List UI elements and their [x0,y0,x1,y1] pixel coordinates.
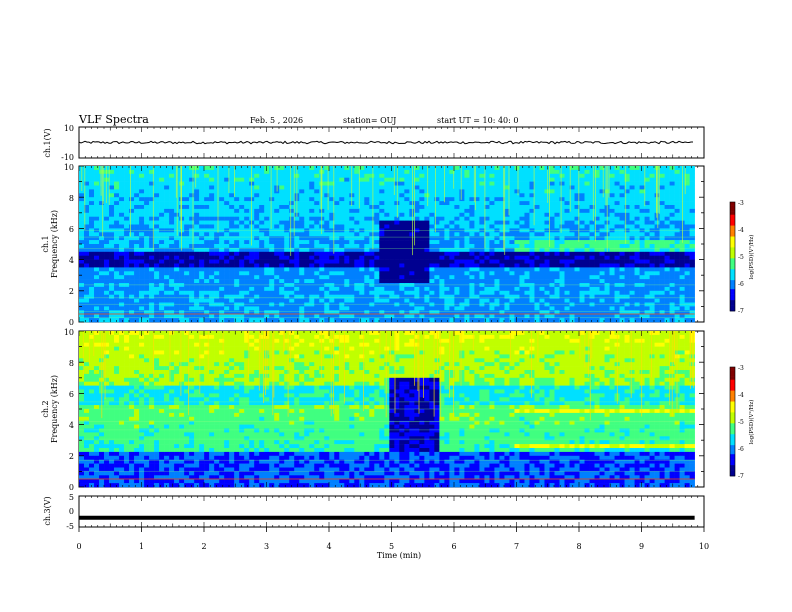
ch2-freq-tick-10: 10 [64,328,74,337]
ch2-freq-tick-0: 0 [69,483,74,492]
ch2-spectrogram-ylabel: Frequency (kHz) [50,375,59,443]
colorbar-ch2-tick-m3: -3 [738,365,744,372]
colorbar-ch1-tick-m4: -4 [738,227,744,234]
time-tick-5: 5 [389,542,394,551]
ch1-freq-tick-8: 8 [69,194,74,203]
ch1-spectrogram-channel-label: ch.1 [41,235,50,252]
ch2-spectrogram-channel-label: ch.2 [41,400,50,417]
time-tick-2: 2 [201,542,206,551]
ch3-ytick-bottom: -5 [66,522,74,531]
ch1-ylabel: ch.1(V) [43,128,52,157]
time-tick-6: 6 [451,542,456,551]
colorbar-ch2-tick-m6: -6 [738,446,744,453]
ch1-ytick-top: 10 [64,124,74,133]
colorbar-ch1-gradient [730,202,735,312]
colorbar-ch2-label: log(PSD)(V²/Hz) [748,400,755,445]
time-tick-marks [78,127,705,532]
time-tick-4: 4 [326,542,331,551]
colorbar-ch2-gradient [730,367,735,477]
colorbar-ch1-tick-m7: -7 [738,308,744,315]
colorbar-ch2-tick-m7: -7 [738,473,744,480]
time-axis-label: Time (min) [377,551,421,560]
ch2-spectrogram-panel: 10 8 6 4 2 0 ch.2 Frequency (kHz) [41,328,705,492]
ch2-spectrogram-image [79,330,704,488]
ch1-ytick-bottom: -10 [61,153,74,162]
ch2-freq-tick-8: 8 [69,359,74,368]
figure-title: VLF Spectra [78,113,149,126]
ch1-freq-tick-0: 0 [69,318,74,327]
time-tick-1: 1 [139,542,144,551]
ch1-spectrogram-ylabel: Frequency (kHz) [50,210,59,278]
ch1-waveform-panel: 10 -10 ch.1(V) [43,124,705,162]
colorbar-ch1-tick-m5: -5 [738,254,744,261]
ch3-ytick-mid: 0 [69,507,74,516]
time-tick-9: 9 [639,542,644,551]
ch1-freq-tick-4: 4 [69,256,74,265]
ch2-freq-tick-6: 6 [69,390,74,399]
ch1-spectrogram-image [79,165,704,323]
colorbar-ch1-tick-m6: -6 [738,281,744,288]
ch1-freq-tick-6: 6 [69,225,74,234]
ch2-spectrogram-yticks: 10 8 6 4 2 0 [64,328,74,492]
station-label: station= OUJ [343,116,396,125]
time-tick-10: 10 [699,542,709,551]
colorbar-ch2: -3 -4 -5 -6 -7 log(PSD)(V²/Hz) [729,365,755,480]
start-time-label: start UT = 10: 40: 0 [437,116,518,125]
time-tick-8: 8 [576,542,581,551]
ch2-freq-tick-4: 4 [69,421,74,430]
time-tick-7: 7 [514,542,519,551]
ch3-ytick-top: 5 [69,493,74,502]
ch1-freq-tick-10: 10 [64,163,74,172]
time-tick-3: 3 [264,542,269,551]
ch1-freq-tick-2: 2 [69,287,74,296]
colorbar-ch1-label: log(PSD)(V²/Hz) [748,235,755,280]
ch3-ylabel: ch.3(V) [43,496,52,525]
colorbar-ch1: -3 -4 -5 -6 -7 log(PSD)(V²/Hz) [729,200,755,315]
time-tick-0: 0 [76,542,81,551]
ch3-waveform-panel: 5 0 -5 ch.3(V) [43,493,705,531]
date-label: Feb. 5 , 2026 [250,116,303,125]
ch2-freq-tick-2: 2 [69,452,74,461]
time-axis: 0 1 2 3 4 5 6 7 8 9 10 Time (min) [76,542,709,560]
colorbar-ch2-tick-m4: -4 [738,392,744,399]
colorbar-ch2-tick-m5: -5 [738,419,744,426]
colorbar-ch1-tick-m3: -3 [738,200,744,207]
ch1-spectrogram-yticks: 10 8 6 4 2 0 [64,163,74,327]
ch1-spectrogram-panel: 10 8 6 4 2 0 ch.1 Frequency (kHz) [41,163,705,327]
ch1-waveform-trace [78,140,693,145]
